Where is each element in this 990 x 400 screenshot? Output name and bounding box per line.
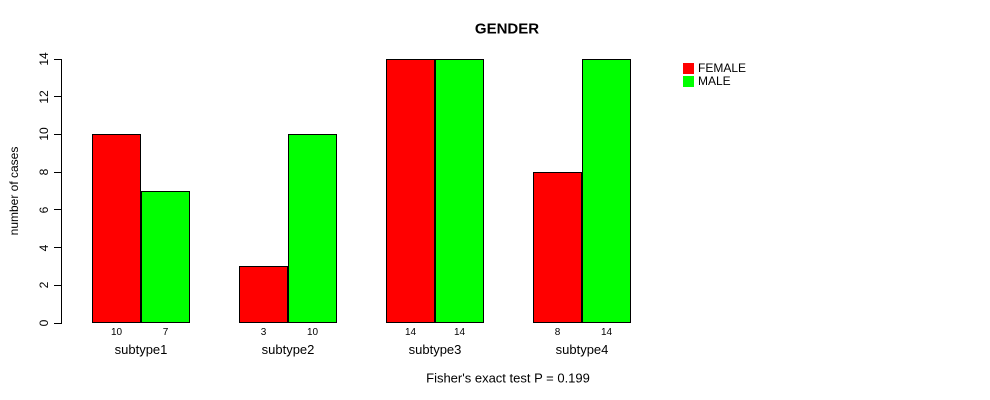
y-tick-mark <box>54 171 61 173</box>
bar-value-label: 3 <box>260 327 267 338</box>
y-tick-label: 0 <box>37 319 51 327</box>
y-axis-label: number of cases <box>7 146 21 236</box>
legend: FEMALE MALE <box>683 61 747 88</box>
bar-value-label: 14 <box>453 327 466 338</box>
y-tick-mark <box>54 58 61 60</box>
legend-item-female: FEMALE <box>683 61 747 75</box>
legend-item-male: MALE <box>683 74 746 88</box>
bar-male-subtype1 <box>141 191 190 323</box>
y-tick-mark <box>54 96 61 98</box>
category-label-subtype4: subtype4 <box>555 342 609 357</box>
bar-value-label: 10 <box>110 327 123 338</box>
bar-value-label: 7 <box>162 327 169 338</box>
bar-value-label: 14 <box>404 327 417 338</box>
y-tick-label: 2 <box>37 281 51 289</box>
bar-female-subtype2 <box>239 266 288 323</box>
y-tick-label: 12 <box>37 90 51 104</box>
category-label-subtype2: subtype2 <box>261 342 315 357</box>
y-tick-mark <box>54 247 61 249</box>
bar-male-subtype4 <box>582 59 631 323</box>
female-legend-label: FEMALE <box>698 61 747 75</box>
y-tick-mark <box>54 284 61 286</box>
bar-female-subtype1 <box>92 134 141 323</box>
bar-male-subtype3 <box>435 59 484 323</box>
y-tick-label: 6 <box>37 206 51 214</box>
bar-value-label: 10 <box>306 327 319 338</box>
bar-male-subtype2 <box>288 134 337 323</box>
y-tick-mark <box>54 133 61 135</box>
bar-value-label: 14 <box>600 327 613 338</box>
male-legend-swatch <box>683 75 694 87</box>
bar-female-subtype3 <box>386 59 435 323</box>
bar-value-label: 8 <box>554 327 561 338</box>
category-label-subtype1: subtype1 <box>114 342 168 357</box>
category-label-subtype3: subtype3 <box>408 342 462 357</box>
female-legend-swatch <box>683 62 694 74</box>
y-tick-mark <box>54 322 61 324</box>
bar-female-subtype4 <box>533 172 582 323</box>
y-tick-label: 4 <box>37 244 51 251</box>
y-tick-label: 14 <box>37 52 51 66</box>
caption: Fisher's exact test P = 0.199 <box>426 370 590 386</box>
y-tick-label: 10 <box>37 127 51 142</box>
chart-title: GENDER <box>474 20 540 38</box>
y-tick-mark <box>54 209 61 211</box>
male-legend-label: MALE <box>698 74 731 88</box>
y-tick-label: 8 <box>37 168 51 176</box>
y-axis <box>61 59 62 324</box>
